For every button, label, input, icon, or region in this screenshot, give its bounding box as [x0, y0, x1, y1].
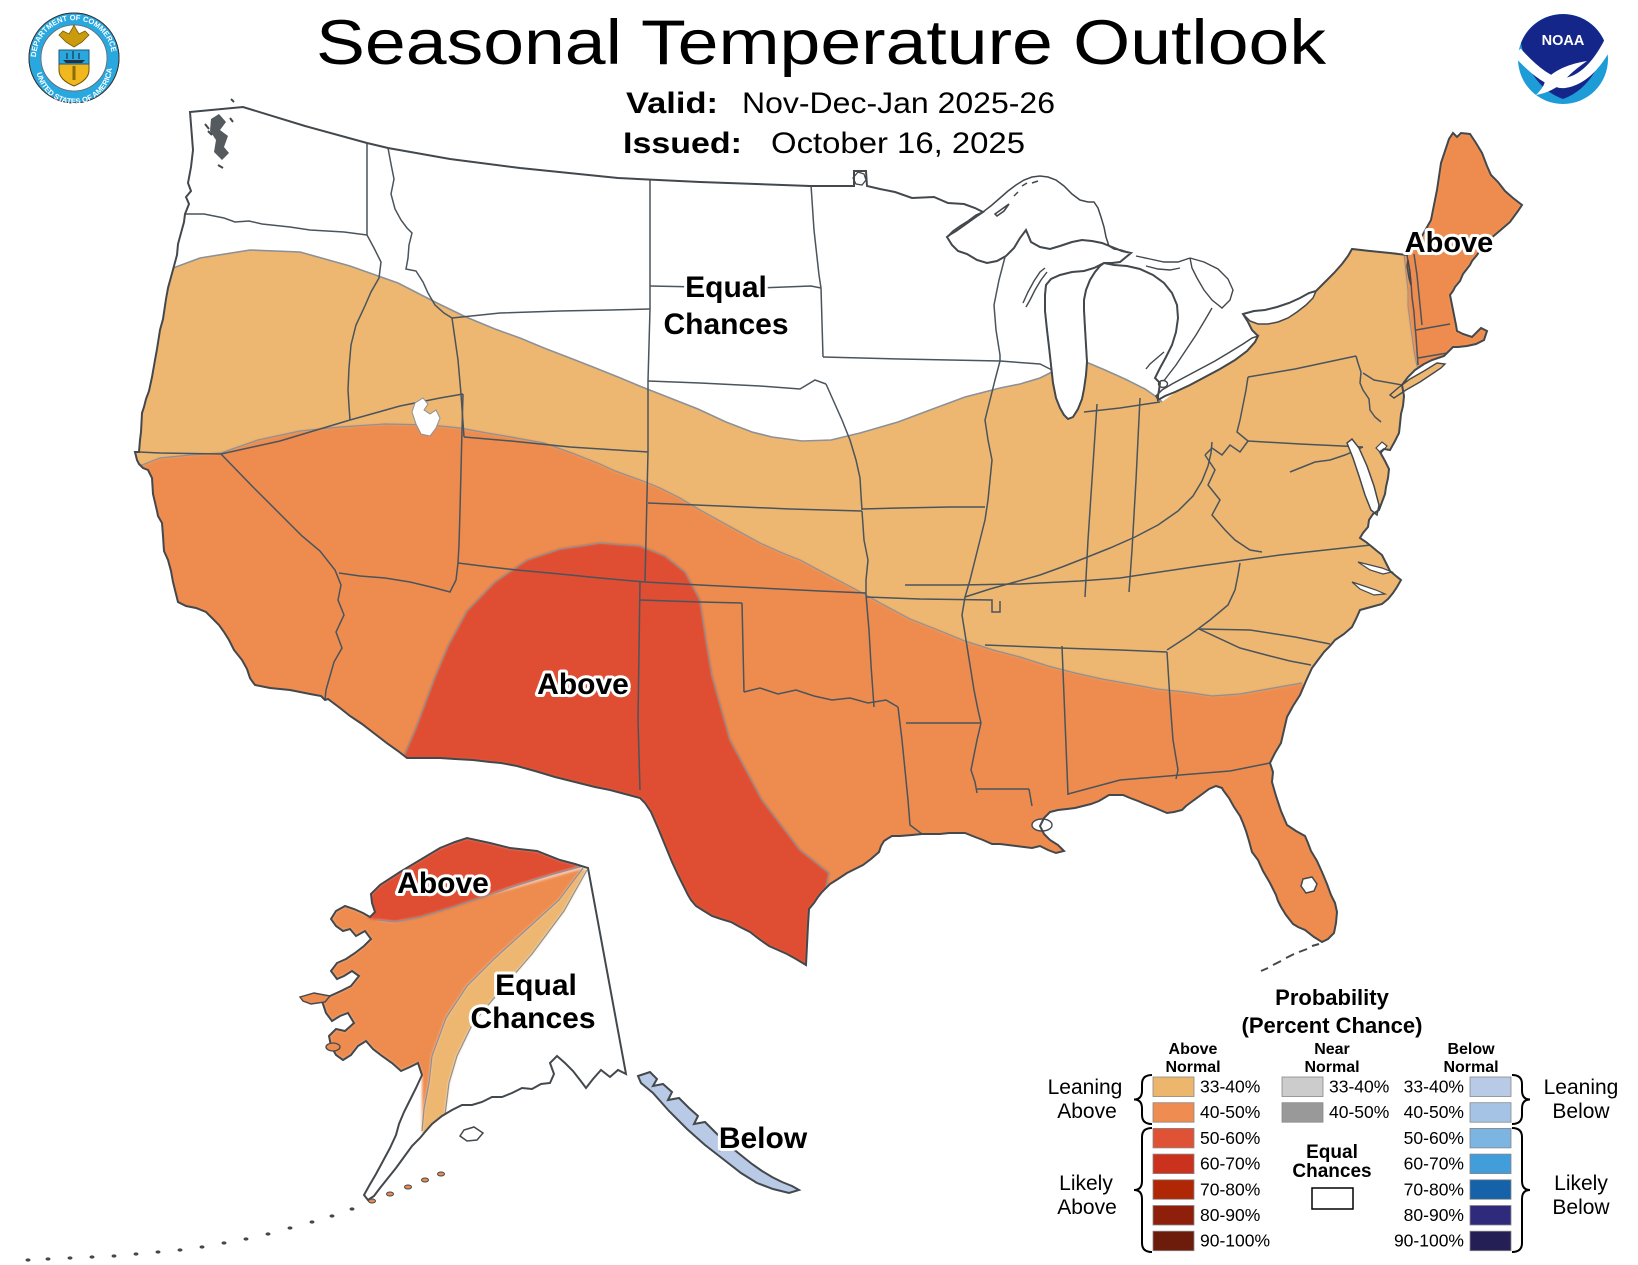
svg-text:90-100%: 90-100%: [1200, 1231, 1270, 1251]
svg-text:Nov-Dec-Jan 2025-26: Nov-Dec-Jan 2025-26: [742, 87, 1055, 120]
svg-text:Below: Below: [719, 1122, 808, 1155]
svg-text:Valid:: Valid:: [626, 87, 718, 120]
svg-text:Normal: Normal: [1304, 1059, 1359, 1076]
svg-text:Chances: Chances: [1292, 1161, 1371, 1182]
svg-text:33-40%: 33-40%: [1329, 1077, 1389, 1097]
svg-text:80-90%: 80-90%: [1200, 1205, 1260, 1225]
svg-text:(Percent Chance): (Percent Chance): [1242, 1013, 1423, 1038]
svg-text:40-50%: 40-50%: [1200, 1102, 1260, 1122]
svg-text:33-40%: 33-40%: [1200, 1077, 1260, 1097]
svg-text:70-80%: 70-80%: [1404, 1179, 1464, 1199]
svg-text:NOAA: NOAA: [1542, 33, 1585, 49]
svg-text:Likely: Likely: [1059, 1172, 1113, 1195]
svg-text:Leaning: Leaning: [1048, 1076, 1123, 1099]
svg-text:Above: Above: [1405, 227, 1494, 259]
svg-text:70-80%: 70-80%: [1200, 1179, 1260, 1199]
svg-text:Near: Near: [1314, 1041, 1350, 1058]
svg-text:October 16, 2025: October 16, 2025: [771, 127, 1025, 160]
svg-text:Leaning: Leaning: [1544, 1076, 1619, 1099]
svg-text:90-100%: 90-100%: [1394, 1231, 1464, 1251]
svg-text:Normal: Normal: [1165, 1059, 1220, 1076]
svg-text:Above: Above: [1057, 1100, 1117, 1123]
svg-text:Below: Below: [1447, 1041, 1495, 1058]
svg-text:Likely: Likely: [1554, 1172, 1608, 1195]
svg-text:Chances: Chances: [470, 1002, 595, 1035]
svg-text:Above: Above: [397, 867, 489, 900]
svg-text:60-70%: 60-70%: [1200, 1154, 1260, 1174]
svg-text:50-60%: 50-60%: [1404, 1128, 1464, 1148]
svg-text:Equal: Equal: [1306, 1142, 1358, 1163]
svg-text:Normal: Normal: [1443, 1059, 1498, 1076]
svg-text:Probability: Probability: [1275, 985, 1389, 1010]
svg-text:Above: Above: [1057, 1196, 1117, 1219]
svg-text:50-60%: 50-60%: [1200, 1128, 1260, 1148]
svg-text:60-70%: 60-70%: [1404, 1154, 1464, 1174]
svg-text:Above: Above: [537, 668, 629, 701]
svg-text:80-90%: 80-90%: [1404, 1205, 1464, 1225]
svg-text:Chances: Chances: [663, 308, 788, 341]
svg-text:Seasonal Temperature Outlook: Seasonal Temperature Outlook: [316, 8, 1327, 78]
svg-text:33-40%: 33-40%: [1404, 1077, 1464, 1097]
svg-text:40-50%: 40-50%: [1329, 1102, 1389, 1122]
svg-text:Issued:: Issued:: [623, 127, 742, 160]
svg-text:Below: Below: [1552, 1196, 1610, 1219]
svg-text:Above: Above: [1169, 1041, 1218, 1058]
svg-text:Equal: Equal: [495, 969, 577, 1002]
svg-text:Equal: Equal: [685, 271, 767, 304]
svg-text:Below: Below: [1552, 1100, 1610, 1123]
svg-text:40-50%: 40-50%: [1404, 1102, 1464, 1122]
